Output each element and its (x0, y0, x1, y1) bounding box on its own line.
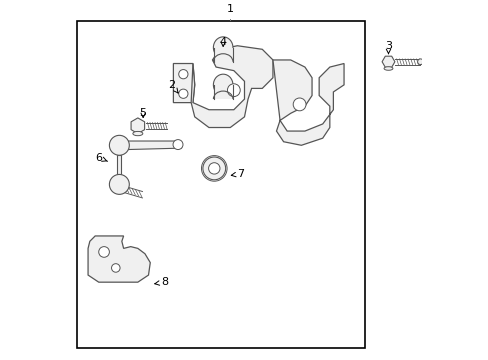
Polygon shape (191, 46, 272, 127)
Circle shape (99, 247, 109, 257)
Polygon shape (88, 236, 150, 282)
Text: 4: 4 (219, 37, 226, 47)
Text: 8: 8 (155, 277, 168, 287)
Circle shape (109, 175, 129, 194)
Ellipse shape (383, 67, 392, 70)
Text: 7: 7 (231, 169, 244, 179)
Text: 1: 1 (226, 4, 233, 14)
Ellipse shape (133, 131, 142, 136)
Text: 5: 5 (140, 108, 146, 118)
Polygon shape (272, 60, 344, 145)
Circle shape (111, 264, 120, 272)
Polygon shape (381, 56, 394, 67)
Circle shape (227, 84, 240, 96)
Bar (213, 85, 233, 99)
Circle shape (203, 157, 225, 180)
Polygon shape (173, 63, 194, 103)
Bar (77, 21, 365, 348)
Ellipse shape (213, 74, 232, 95)
Circle shape (417, 59, 423, 64)
Bar (213, 48, 233, 62)
Polygon shape (117, 155, 121, 181)
Text: 3: 3 (384, 41, 391, 54)
Circle shape (208, 163, 220, 174)
Circle shape (109, 135, 129, 155)
Circle shape (178, 89, 187, 98)
Ellipse shape (213, 37, 232, 58)
Polygon shape (127, 141, 181, 149)
Polygon shape (131, 118, 144, 134)
Text: 6: 6 (95, 153, 107, 163)
Circle shape (173, 140, 183, 149)
Text: 2: 2 (168, 80, 178, 93)
Circle shape (293, 98, 305, 111)
Circle shape (178, 69, 187, 79)
